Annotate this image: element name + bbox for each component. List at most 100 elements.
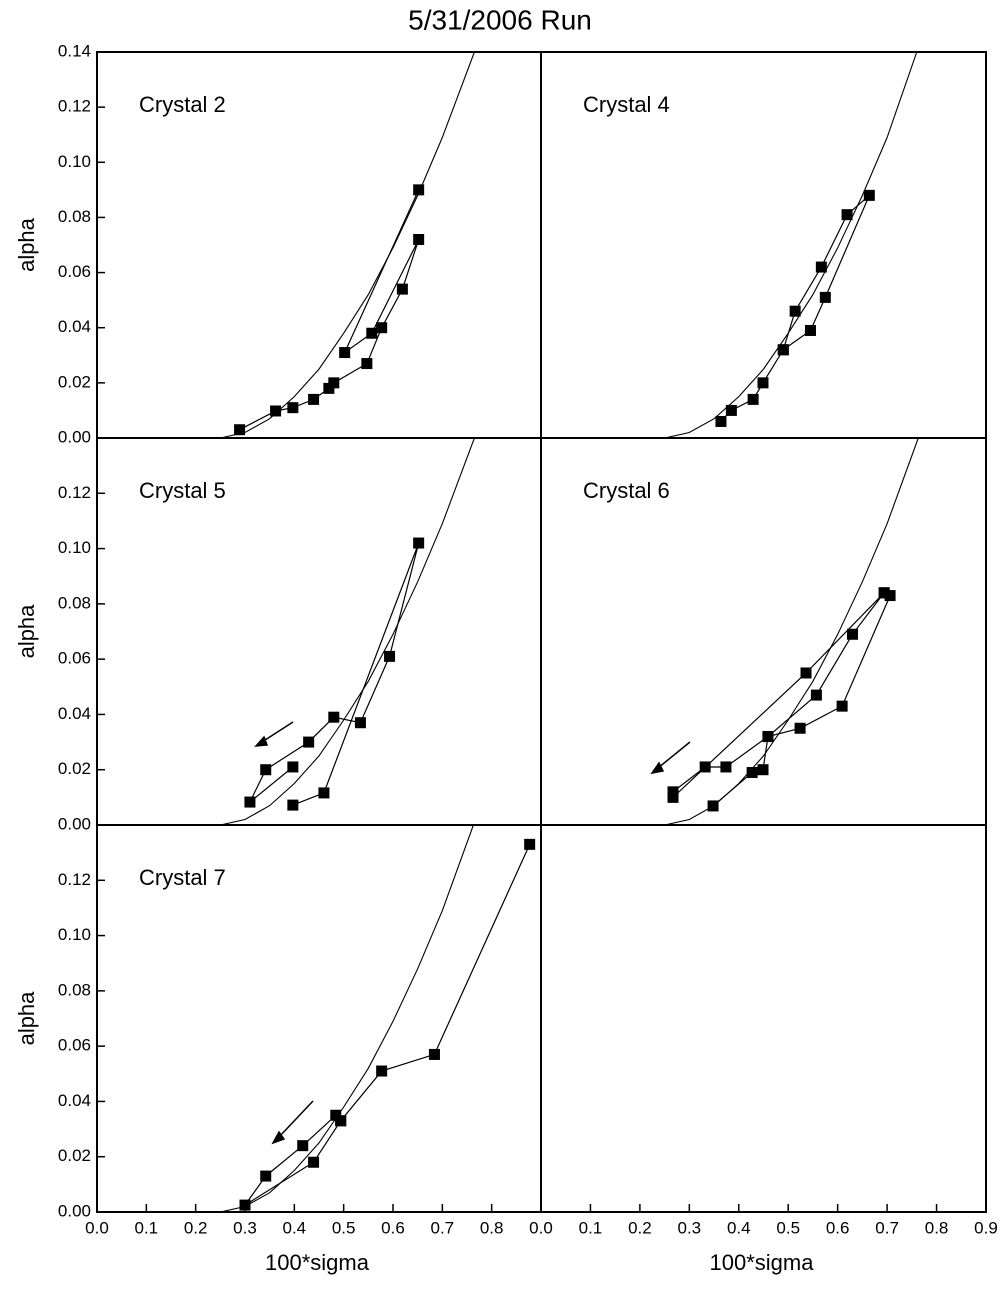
marker [746,766,758,778]
marker [287,799,299,811]
panel-label: Crystal 2 [139,92,226,117]
x-tick-label: 0.5 [332,1218,356,1237]
x-tick-label: 0.7 [875,1218,899,1237]
marker [323,382,335,394]
y-tick-label: 0.04 [58,317,91,336]
marker [428,1048,440,1060]
y-tick-label: 0.04 [58,1091,91,1110]
x-tick-label: 0.3 [678,1218,702,1237]
marker [667,786,679,798]
marker [863,189,875,201]
x-tick-label: 0.8 [480,1218,504,1237]
panel: Crystal 6 [540,437,987,826]
marker [413,184,425,196]
marker [715,415,727,427]
y-axis-title: alpha [14,217,39,272]
panel: 0.0 0.1 0.2 0.3 0.4 0.5 0.6 0.7 0.8 0.9 100*sigma [529,824,998,1275]
x-tick-label: 0.8 [925,1218,949,1237]
marker [330,1109,342,1121]
marker [762,731,774,743]
marker [366,327,378,339]
marker [308,1156,320,1168]
data-line [244,844,531,1206]
arrow [657,741,691,769]
marker [354,717,366,729]
marker [757,764,769,776]
panel: 0.00 0.02 0.04 0.06 0.08 0.10 0.12 0.0 0.1 0.2 0.3… [14,824,542,1275]
marker [260,764,272,776]
marker [287,402,299,414]
marker [376,322,388,334]
marker [847,628,858,640]
marker [376,1065,388,1077]
marker [328,377,340,389]
marker [804,324,816,336]
arrow [261,721,294,743]
marker [524,838,536,850]
marker [815,261,827,273]
x-tick-label: 0.4 [727,1218,751,1237]
marker [819,291,831,303]
marker [396,283,408,295]
marker [699,761,711,773]
marker [878,587,890,599]
marker [836,700,848,712]
y-tick-label: 0.10 [58,925,91,944]
y-tick-label: 0.08 [58,207,91,226]
x-tick-label: 0.6 [381,1218,405,1237]
panel-label: Crystal 5 [139,478,226,503]
y-axis-title: alpha [14,991,39,1046]
marker [725,404,737,416]
marker [810,689,822,701]
x-tick-label: 0.0 [529,1218,553,1237]
x-tick-label: 0.9 [974,1218,998,1237]
marker [303,736,315,748]
marker [287,761,299,773]
y-tick-label: 0.06 [58,649,91,668]
arrow-head [271,1130,286,1145]
y-axis-title: alpha [14,604,39,659]
x-axis-title: 100*sigma [265,1250,370,1275]
panel-label: Crystal 6 [583,478,670,503]
plot-area [664,438,919,825]
marker [335,1115,347,1127]
plot-area [664,52,918,438]
marker [318,787,330,799]
fit-curve [220,52,475,438]
y-tick-label: 0.08 [58,593,91,612]
marker [667,791,679,803]
y-tick-label: 0.00 [58,427,91,446]
marker [777,344,789,356]
marker [308,393,320,405]
x-tick-label: 0.1 [135,1218,159,1237]
marker [789,305,801,317]
arrow-head [650,761,665,775]
x-tick-label: 0.2 [628,1218,652,1237]
marker [413,537,425,549]
arrow-head [254,735,269,747]
y-tick-label: 0.12 [58,97,91,116]
marker [239,1199,251,1211]
y-tick-label: 0.06 [58,262,91,281]
data-line [672,592,891,807]
y-tick-label: 0.02 [58,759,91,778]
data-line [249,542,420,806]
fit-curve [220,438,475,825]
x-tick-label: 0.0 [85,1218,109,1237]
y-tick-label: 0.12 [58,483,91,502]
marker [757,377,769,389]
x-tick-label: 0.4 [283,1218,307,1237]
x-tick-label: 0.7 [431,1218,455,1237]
marker [270,405,282,417]
marker [720,761,732,773]
y-tick-label: 0.00 [58,814,91,833]
panel-label: Crystal 4 [583,92,670,117]
plot-area [220,52,475,438]
marker [841,209,853,221]
panel-frame [540,824,987,1213]
x-axis-title: 100*sigma [710,1250,815,1275]
marker [884,590,896,602]
panel: Crystal 4 [540,51,987,439]
marker [413,233,425,245]
